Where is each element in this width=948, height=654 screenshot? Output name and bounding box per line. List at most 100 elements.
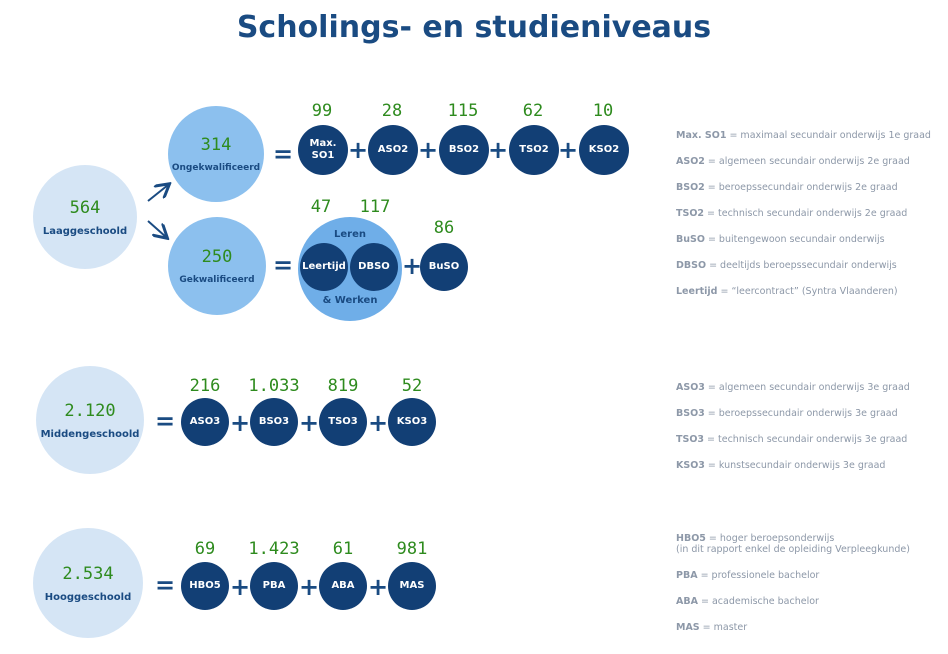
value-leertijd: 47 — [310, 197, 332, 217]
equals-sign: = — [272, 140, 294, 168]
legend-item: Max. SO1 = maximaal secundair onderwijs … — [676, 130, 931, 141]
middengeschoold-value: 2.120 — [64, 400, 116, 421]
legend-item: MAS = master — [676, 622, 748, 633]
value-bso2: 115 — [447, 101, 479, 121]
node-maxso1-label1: Max. — [309, 137, 337, 149]
arrow-down-icon — [147, 220, 166, 237]
value-tso3: 819 — [327, 376, 359, 396]
middengeschoold-circle: 2.120 Middengeschoold — [36, 366, 144, 474]
arrow-up-icon — [147, 185, 168, 202]
plus-sign: + — [298, 409, 320, 437]
value-bso3: 1.033 — [248, 376, 300, 396]
gekwalificeerd-label: Gekwalificeerd — [179, 275, 255, 285]
node-buso-label: BuSO — [428, 260, 460, 272]
laaggeschoold-value: 564 — [69, 197, 101, 218]
node-bso2-label: BSO2 — [448, 143, 480, 155]
node-pba-label: PBA — [262, 579, 286, 591]
node-kso3: KSO3 — [388, 398, 436, 446]
legend-item: ASO3 = algemeen secundair onderwijs 3e g… — [676, 382, 910, 393]
legend-item: ASO2 = algemeen secundair onderwijs 2e g… — [676, 156, 910, 167]
value-tso2: 62 — [522, 101, 544, 121]
legend-item: ABA = academische bachelor — [676, 596, 819, 607]
value-kso3: 52 — [401, 376, 423, 396]
node-bso2: BSO2 — [439, 125, 489, 175]
value-maxso1: 99 — [311, 101, 333, 121]
gekwalificeerd-value: 250 — [201, 247, 233, 267]
plus-sign: + — [417, 136, 439, 164]
node-aso3-label: ASO3 — [189, 415, 221, 427]
hooggeschoold-label: Hooggeschoold — [44, 591, 132, 603]
plus-sign: + — [229, 573, 251, 601]
node-kso2: KSO2 — [579, 125, 629, 175]
middengeschoold-label: Middengeschoold — [40, 428, 140, 440]
value-mas: 981 — [396, 539, 428, 559]
legend-item: Leertijd = “leercontract” (Syntra Vlaand… — [676, 286, 898, 297]
equals-sign: = — [154, 407, 176, 435]
value-aba: 61 — [332, 539, 354, 559]
value-aso3: 216 — [189, 376, 221, 396]
value-pba: 1.423 — [248, 539, 300, 559]
value-kso2: 10 — [592, 101, 614, 121]
hooggeschoold-circle: 2.534 Hooggeschoold — [33, 528, 143, 638]
node-leertijd-label: Leertijd — [302, 260, 346, 272]
plus-sign: + — [367, 409, 389, 437]
plus-sign: + — [557, 136, 579, 164]
node-aso2: ASO2 — [368, 125, 418, 175]
legend-item: BSO3 = beroepssecundair onderwijs 3e gra… — [676, 408, 898, 419]
node-hbo5-label: HBO5 — [189, 579, 221, 591]
node-leertijd: Leertijd — [300, 243, 348, 291]
ongekwalificeerd-value: 314 — [200, 135, 232, 155]
node-aba: ABA — [319, 562, 367, 610]
node-buso: BuSO — [420, 243, 468, 291]
node-maxso1-label2: SO1 — [311, 150, 335, 161]
legend-hoog: HBO5 = hoger beroepsonderwijs (in dit rap… — [676, 533, 910, 648]
legend-item: PBA = professionele bachelor — [676, 570, 820, 581]
laaggeschoold-circle: 564 Laaggeschoold — [33, 165, 137, 269]
plus-sign: + — [487, 136, 509, 164]
legend-item: HBO5 = hoger beroepsonderwijs (in dit rap… — [676, 533, 910, 555]
node-dbso: DBSO — [350, 243, 398, 291]
hooggeschoold-value: 2.534 — [62, 563, 114, 584]
node-mas: MAS — [388, 562, 436, 610]
node-aso3: ASO3 — [181, 398, 229, 446]
legend-midden: ASO3 = algemeen secundair onderwijs 3e g… — [676, 382, 910, 486]
legend-item: KSO3 = kunstsecundair onderwijs 3e graad — [676, 460, 886, 471]
node-bso3: BSO3 — [250, 398, 298, 446]
plus-sign: + — [298, 573, 320, 601]
node-aba-label: ABA — [331, 579, 355, 591]
node-pba: PBA — [250, 562, 298, 610]
plus-sign: + — [229, 409, 251, 437]
page-title: Scholings- en studieniveaus — [236, 10, 712, 45]
node-hbo5: HBO5 — [181, 562, 229, 610]
node-kso3-label: KSO3 — [396, 415, 428, 427]
legend-item: BuSO = buitengewoon secundair onderwijs — [676, 234, 885, 245]
node-tso3: TSO3 — [319, 398, 367, 446]
legend-item: TSO3 = technisch secundair onderwijs 3e … — [676, 434, 908, 445]
node-dbso-label: DBSO — [358, 260, 390, 272]
laaggeschoold-label: Laaggeschoold — [42, 225, 128, 237]
legend-item: DBSO = deeltijds beroepssecundair onderw… — [676, 260, 897, 271]
legend-laag: Max. SO1 = maximaal secundair onderwijs … — [676, 130, 931, 312]
value-dbso: 117 — [359, 197, 391, 217]
plus-sign: + — [347, 136, 369, 164]
node-maxso1: Max. SO1 — [298, 125, 348, 175]
node-aso2-label: ASO2 — [377, 143, 409, 155]
node-tso3-label: TSO3 — [328, 415, 358, 427]
node-tso2-label: TSO2 — [519, 143, 549, 155]
value-hbo5: 69 — [194, 539, 216, 559]
value-buso: 86 — [433, 218, 455, 238]
legend-item: BSO2 = beroepssecundair onderwijs 2e gra… — [676, 182, 898, 193]
ongekwalificeerd-circle: 314 Ongekwalificeerd — [168, 106, 264, 202]
equals-sign: = — [154, 571, 176, 599]
gekwalificeerd-circle: 250 Gekwalificeerd — [168, 217, 266, 315]
value-aso2: 28 — [381, 101, 403, 121]
node-kso2-label: KSO2 — [588, 143, 620, 155]
node-tso2: TSO2 — [509, 125, 559, 175]
legend-item: TSO2 = technisch secundair onderwijs 2e … — [676, 208, 908, 219]
node-mas-label: MAS — [399, 579, 425, 591]
equals-sign: = — [272, 251, 294, 279]
plus-sign: + — [367, 573, 389, 601]
werken-label: & Werken — [322, 295, 378, 306]
node-bso3-label: BSO3 — [258, 415, 290, 427]
